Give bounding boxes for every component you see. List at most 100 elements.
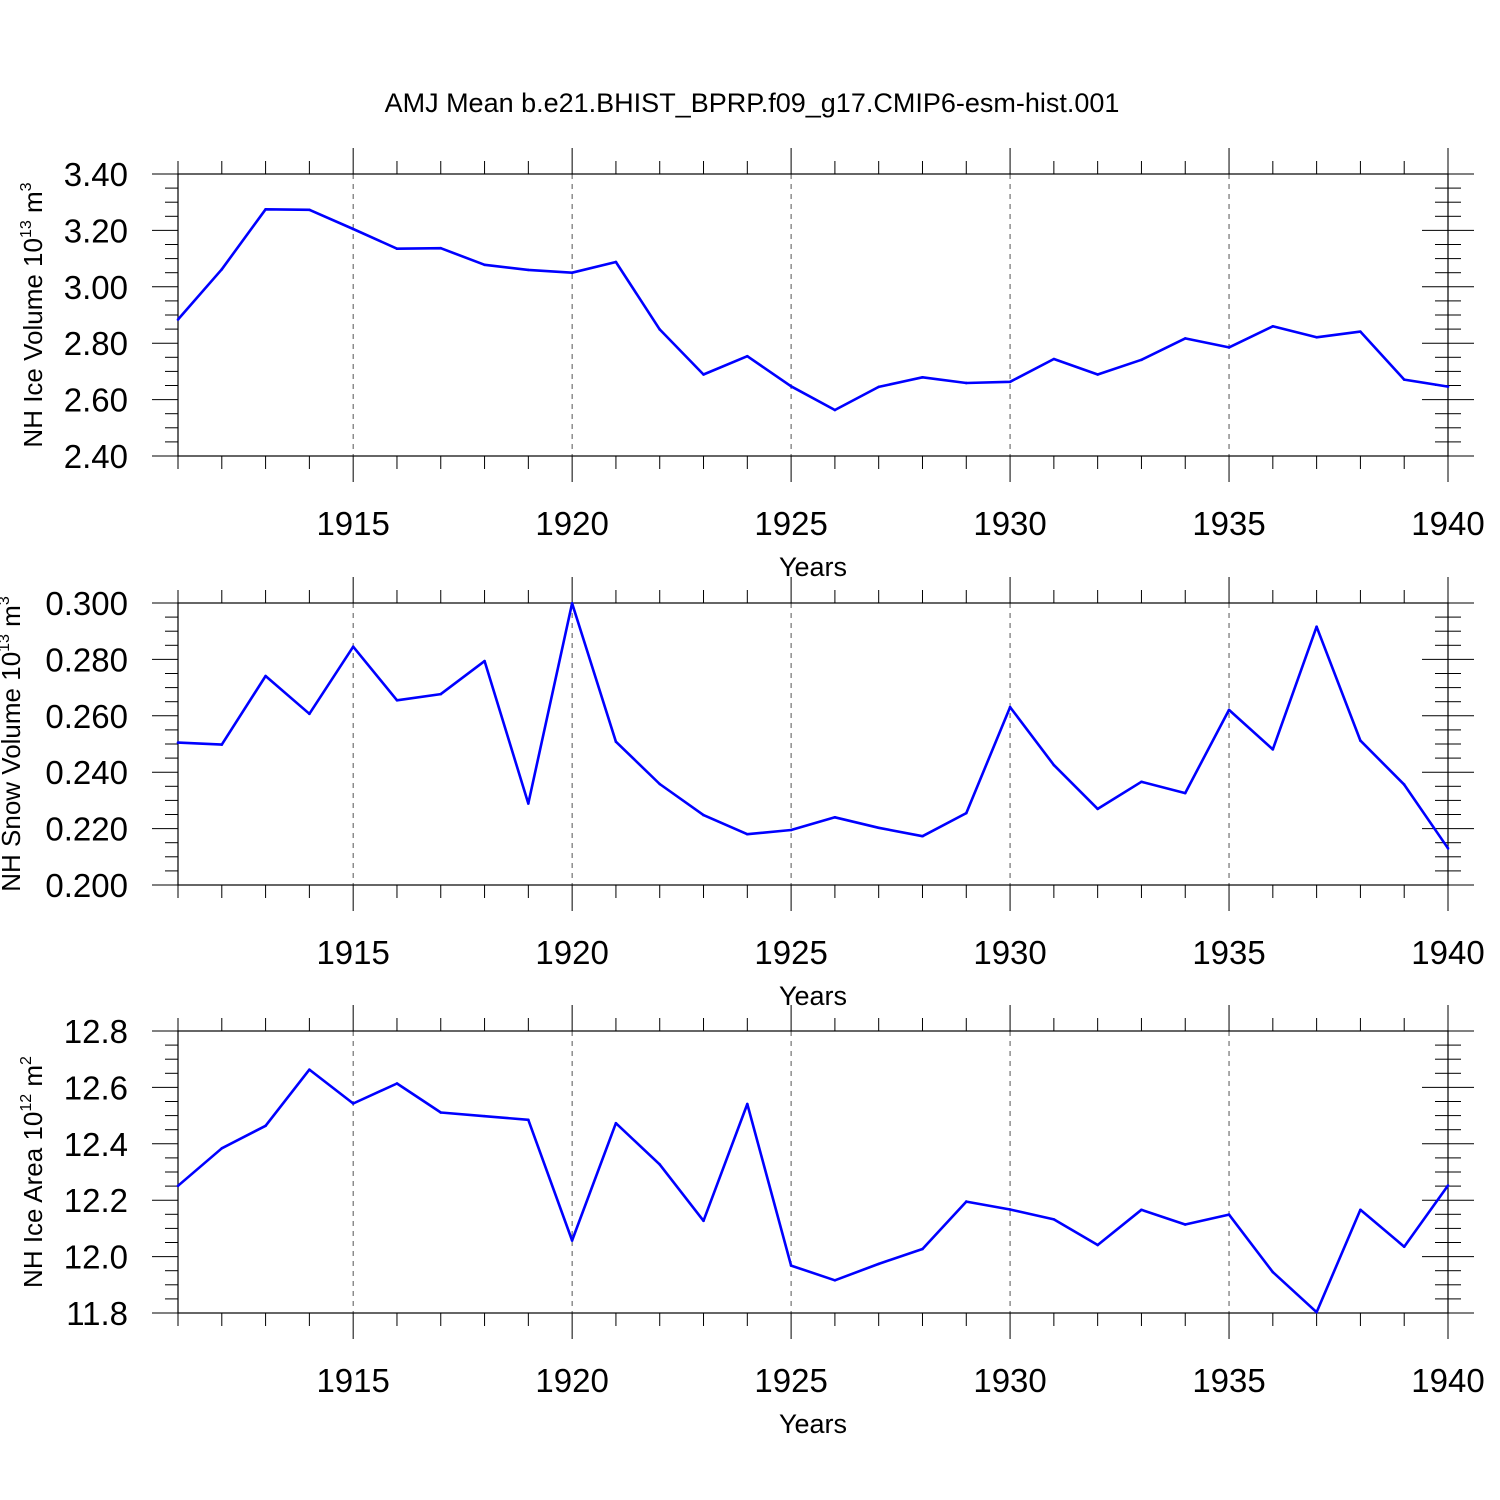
data-point xyxy=(964,811,968,815)
y-label-unit-exponent: 3 xyxy=(18,182,35,191)
data-point xyxy=(264,207,267,211)
data-point xyxy=(746,354,749,358)
data-point xyxy=(308,208,311,212)
data-point xyxy=(395,698,399,702)
data-point xyxy=(1446,1184,1450,1187)
data-point xyxy=(264,674,267,678)
data-point xyxy=(527,802,530,805)
x-tick-label: 1925 xyxy=(754,505,827,542)
x-tick-label: 1935 xyxy=(1192,934,1265,971)
y-axis-label: NH Ice Area 1012 m2 xyxy=(18,1056,48,1288)
x-tick-label: 1920 xyxy=(535,934,608,971)
y-tick-label: 12.6 xyxy=(64,1069,128,1106)
panel-2: 0.200 0.220 0.240 0.260 0.280 0.300 1915 1920 19… xyxy=(0,577,1485,1011)
x-tick-label: 1930 xyxy=(973,505,1046,542)
data-point xyxy=(964,381,968,385)
data-point xyxy=(483,263,486,267)
series-line xyxy=(177,208,1449,412)
data-point xyxy=(439,246,443,250)
y-tick-label: 3.20 xyxy=(64,212,128,249)
data-point xyxy=(1402,378,1406,381)
data-point xyxy=(1271,748,1275,751)
data-point xyxy=(570,1239,574,1242)
data-point xyxy=(176,318,180,321)
data-point xyxy=(1446,847,1450,850)
data-point xyxy=(702,813,705,817)
data-point xyxy=(1140,358,1143,362)
data-point xyxy=(877,826,880,830)
y-tick-label: 0.220 xyxy=(45,811,128,848)
data-point xyxy=(1359,739,1362,742)
data-point xyxy=(877,1262,880,1266)
data-point xyxy=(176,1184,180,1188)
x-axis-label: Years xyxy=(779,1409,847,1439)
y-tick-label: 2.60 xyxy=(64,382,128,419)
data-point xyxy=(1315,335,1318,339)
data-point xyxy=(1052,763,1056,767)
y-label-unit: m xyxy=(0,605,26,634)
y-tick-label: 11.8 xyxy=(66,1295,128,1332)
x-tick-label: 1940 xyxy=(1411,934,1484,971)
data-point xyxy=(921,1247,924,1251)
y-tick-label: 0.240 xyxy=(45,754,128,791)
data-point xyxy=(614,260,618,264)
y-label-unit-exponent: 3 xyxy=(0,596,13,605)
data-point xyxy=(658,328,662,331)
data-point xyxy=(1359,330,1362,333)
x-tick-label: 1930 xyxy=(973,934,1046,971)
data-point xyxy=(1183,1223,1187,1226)
data-point xyxy=(351,1102,355,1105)
data-point xyxy=(921,376,924,379)
y-tick-label: 12.0 xyxy=(64,1239,128,1276)
y-tick-label: 12.8 xyxy=(64,1013,128,1050)
y-label-exponent: 13 xyxy=(0,634,13,652)
data-point xyxy=(220,743,224,746)
data-point xyxy=(1140,1208,1143,1212)
chart-panels: 2.40 2.60 2.80 3.00 3.20 3.40 1915 1920 1925 1930… xyxy=(0,148,1485,1439)
y-tick-label: 12.2 xyxy=(64,1182,128,1219)
y-tick-label: 0.280 xyxy=(45,641,128,678)
x-tick-label: 1935 xyxy=(1192,505,1265,542)
y-label-unit: m xyxy=(18,1065,48,1094)
data-point xyxy=(789,1264,793,1267)
data-point xyxy=(176,741,180,744)
y-label-base: NH Snow Volume 10 xyxy=(0,652,26,892)
data-point xyxy=(1446,385,1450,388)
data-point xyxy=(877,385,880,389)
plot-frame xyxy=(177,173,1449,457)
x-tick-label: 1925 xyxy=(754,1362,827,1399)
data-point xyxy=(921,834,924,838)
y-label-exponent: 12 xyxy=(18,1094,35,1112)
data-point xyxy=(220,268,224,271)
data-point xyxy=(1402,783,1406,786)
panel-1: 2.40 2.60 2.80 3.00 3.20 3.40 1915 1920 1925 1930… xyxy=(18,148,1485,582)
figure-title: AMJ Mean b.e21.BHIST_BPRP.f09_g17.CMIP6-… xyxy=(385,88,1120,118)
data-point xyxy=(1096,807,1099,811)
data-point xyxy=(1140,780,1143,784)
data-point xyxy=(789,828,793,832)
data-point xyxy=(483,659,486,663)
data-point xyxy=(1008,1208,1012,1211)
data-point xyxy=(1183,791,1187,795)
data-point xyxy=(1271,324,1275,328)
y-label-unit: m xyxy=(18,191,48,220)
x-tick-label: 1935 xyxy=(1192,1362,1265,1399)
data-point xyxy=(1315,1310,1318,1314)
data-point xyxy=(1008,705,1012,709)
data-point xyxy=(527,1118,530,1122)
data-point xyxy=(439,1111,443,1114)
y-label-base: NH Ice Volume 10 xyxy=(18,238,48,448)
y-label-exponent: 13 xyxy=(18,220,35,238)
data-point xyxy=(833,816,837,819)
data-point xyxy=(1008,380,1012,384)
data-point xyxy=(789,385,793,388)
data-point xyxy=(1315,625,1318,628)
data-point xyxy=(614,1121,618,1125)
data-point xyxy=(1227,346,1231,349)
data-point xyxy=(833,1278,837,1282)
data-point xyxy=(746,1102,749,1106)
data-point xyxy=(439,692,443,696)
data-point xyxy=(1227,1213,1231,1216)
plot-frame xyxy=(177,602,1449,886)
